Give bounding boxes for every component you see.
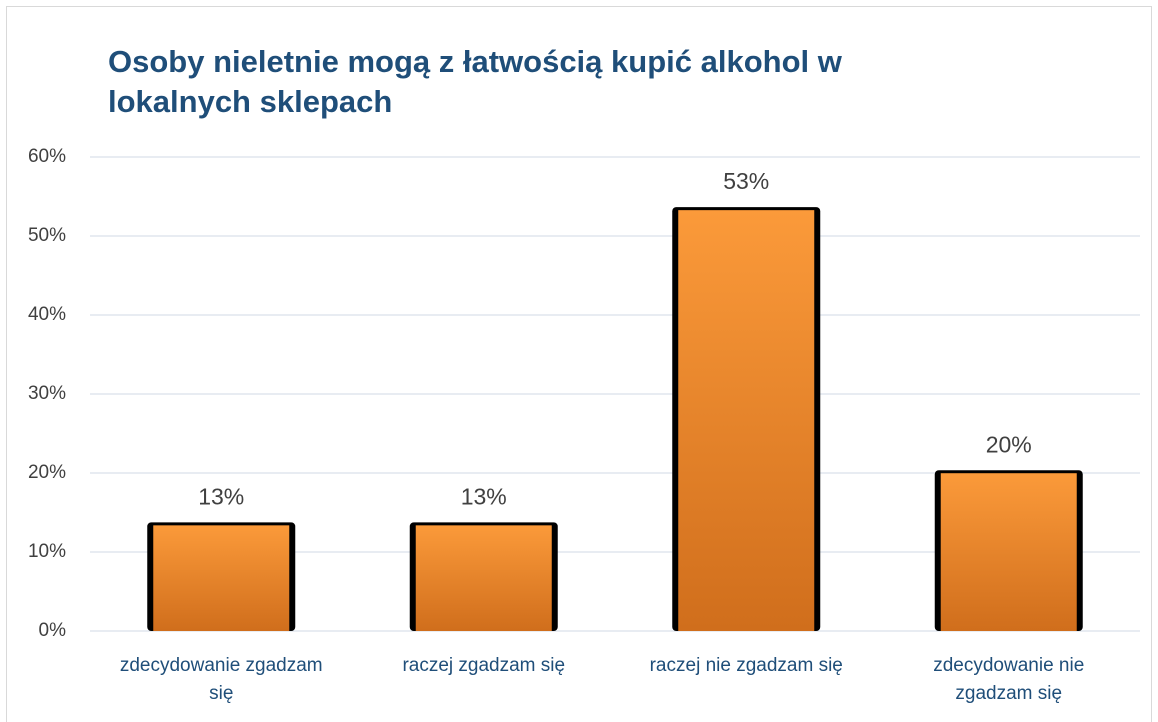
y-tick-label: 20% [28,462,66,483]
bar [415,525,552,631]
y-tick-label: 30% [28,383,66,404]
data-label: 53% [723,168,769,194]
bar [153,525,290,631]
x-tick-label: zdecydowanie zgadzam się [119,655,323,704]
x-tick-label: raczej zgadzam się [402,655,566,676]
y-tick-label: 50% [28,225,66,246]
x-tick-label: raczej nie zgadzam się [649,655,843,676]
chart-frame [6,6,1152,722]
bar [940,473,1077,631]
y-tick-label: 10% [28,541,66,562]
data-label: 20% [986,431,1032,457]
chart-title: Osoby nieletnie mogą z łatwością kupić a… [108,44,842,119]
x-tick-label: zdecydowanie nie zgadzam się [933,655,1085,704]
data-label: 13% [461,483,507,509]
bar [678,210,815,631]
y-tick-label: 60% [28,146,66,167]
y-tick-label: 40% [28,304,66,325]
data-label: 13% [198,483,244,509]
y-tick-label: 0% [39,620,67,641]
